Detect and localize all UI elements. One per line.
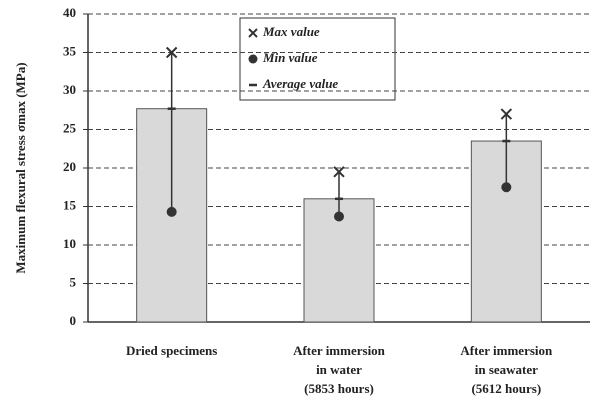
min-marker: [166, 206, 177, 217]
x-tick-label: in seawater: [475, 362, 538, 377]
y-tick-label: 25: [63, 120, 77, 135]
min-marker: [334, 211, 344, 222]
y-axis-label: Maximum flexural stress σmax (MPa): [13, 62, 28, 273]
y-tick-label: 0: [70, 313, 77, 328]
y-tick-label: 35: [63, 43, 77, 58]
x-tick-label: After immersion: [293, 343, 386, 358]
y-tick-label: 10: [63, 236, 76, 251]
x-tick-label: (5612 hours): [471, 381, 541, 396]
x-tick-label: in water: [316, 362, 362, 377]
y-tick-label: 40: [63, 5, 76, 20]
legend-label: Max value: [262, 24, 320, 39]
x-tick-label: Dried specimens: [126, 343, 217, 358]
x-tick-label: After immersion: [460, 343, 553, 358]
legend-max-symbol: [248, 28, 258, 38]
min-marker: [501, 182, 512, 193]
legend-min-symbol: [248, 54, 258, 64]
y-tick-label: 5: [70, 274, 77, 289]
legend-label: Min value: [262, 50, 318, 65]
x-tick-label: (5853 hours): [304, 381, 374, 396]
max-marker: [333, 166, 345, 178]
y-tick-label: 15: [63, 197, 77, 212]
legend-label: Average value: [262, 76, 338, 91]
y-tick-label: 30: [63, 82, 76, 97]
legend-box: [239, 17, 396, 101]
max-marker: [500, 108, 513, 120]
y-tick-label: 20: [63, 159, 76, 174]
max-marker: [165, 46, 178, 59]
